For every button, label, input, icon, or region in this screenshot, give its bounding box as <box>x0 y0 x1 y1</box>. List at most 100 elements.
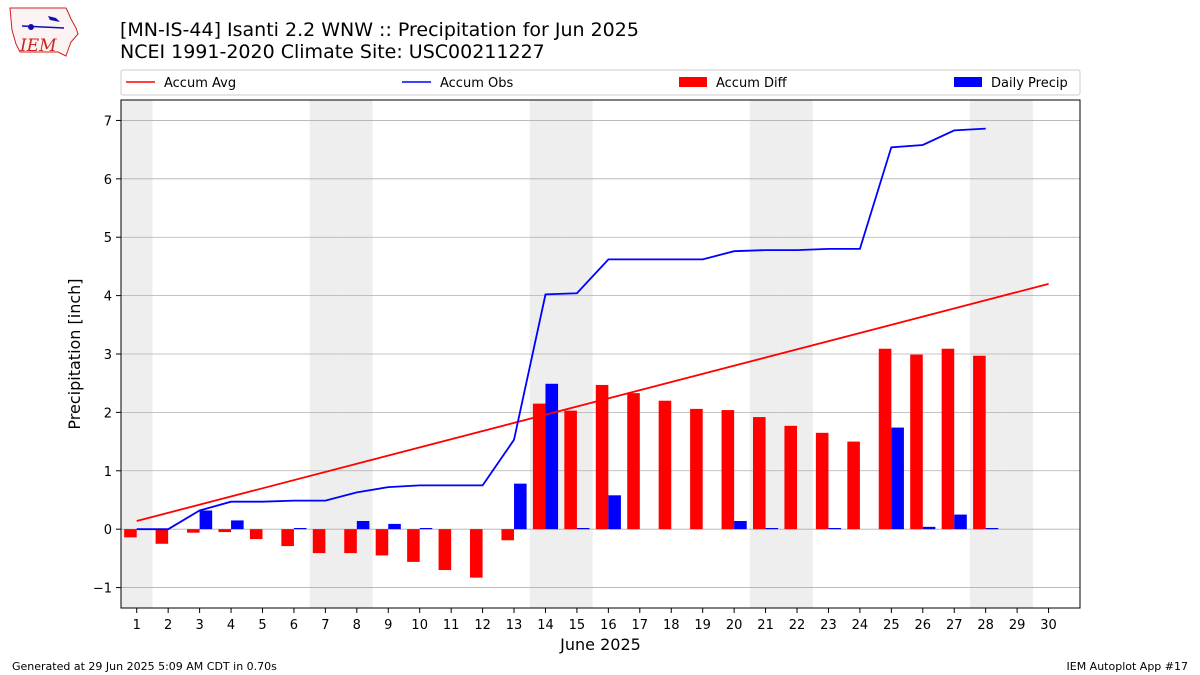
accum-diff-bar-day-17 <box>627 393 640 530</box>
chart-title: [MN-IS-44] Isanti 2.2 WNW :: Precipitati… <box>120 19 639 41</box>
accum-diff-bar-day-12 <box>470 529 483 578</box>
daily-precip-bar-day-10 <box>419 528 433 530</box>
chart-subtitle: NCEI 1991-2020 Climate Site: USC00211227 <box>120 41 545 63</box>
daily-precip-bar-day-28 <box>985 528 999 530</box>
logo-cloud-icon <box>48 16 60 22</box>
legend-label-accum-obs: Accum Obs <box>440 76 513 91</box>
daily-precip-bar-day-9 <box>388 523 401 530</box>
iem-logo: IEM <box>9 7 79 57</box>
x-tick-label: 16 <box>600 618 617 633</box>
y-tick-label: 7 <box>104 114 112 129</box>
x-tick-label: 19 <box>694 618 711 633</box>
accum-diff-bar-day-15 <box>564 410 577 530</box>
x-tick-label: 7 <box>321 618 329 633</box>
daily-precip-bar-day-8 <box>356 520 370 530</box>
daily-precip-bar-day-27 <box>954 514 967 530</box>
iowa-map-outline <box>9 7 79 57</box>
daily-precip-bar-day-26 <box>922 526 936 530</box>
x-tick-label: 25 <box>883 618 900 633</box>
generated-note: Generated at 29 Jun 2025 5:09 AM CDT in … <box>12 660 277 673</box>
accum-diff-bar-day-24 <box>847 441 860 530</box>
accum-diff-bar-day-6 <box>281 529 294 547</box>
x-tick-label: 22 <box>789 618 806 633</box>
x-tick-label: 1 <box>133 618 141 633</box>
daily-precip-bar-day-6 <box>293 528 307 530</box>
y-tick-label: 5 <box>104 231 112 246</box>
x-tick-label: 6 <box>290 618 298 633</box>
accum-diff-bar-day-21 <box>752 417 766 530</box>
y-tick-label: 4 <box>104 290 112 305</box>
daily-precip-bar-day-23 <box>828 528 842 530</box>
y-tick-label: 6 <box>104 173 112 188</box>
accum-diff-bar-day-2 <box>155 529 169 544</box>
accum-diff-bar-day-4 <box>218 529 232 533</box>
x-tick-label: 20 <box>726 618 743 633</box>
legend-swatch-daily-precip <box>954 77 982 87</box>
daily-precip-bar-day-15 <box>576 528 590 530</box>
accum-diff-bar-day-14 <box>532 403 546 530</box>
daily-precip-bar-day-21 <box>765 528 779 530</box>
x-tick-label: 21 <box>757 618 774 633</box>
daily-precip-bar-day-16 <box>608 495 621 530</box>
accum-diff-bar-day-23 <box>815 432 829 530</box>
y-tick-label: 3 <box>104 348 112 363</box>
accum-diff-bar-day-13 <box>501 529 515 541</box>
x-tick-label: 24 <box>852 618 869 633</box>
accum-diff-bar-day-26 <box>910 354 923 530</box>
x-tick-label: 18 <box>663 618 680 633</box>
daily-precip-bar-day-3 <box>199 510 213 530</box>
daily-precip-bar-day-20 <box>734 520 747 530</box>
accum-diff-bar-day-20 <box>721 410 735 530</box>
y-tick-label: 0 <box>104 523 112 538</box>
x-tick-label: 3 <box>195 618 203 633</box>
y-tick-label: −1 <box>93 582 112 597</box>
x-tick-label: 30 <box>1040 618 1057 633</box>
app-note: IEM Autoplot App #17 <box>1067 660 1189 673</box>
x-tick-label: 28 <box>977 618 994 633</box>
accum-diff-bar-day-8 <box>344 529 357 554</box>
legend-label-accum-diff: Accum Diff <box>716 76 788 91</box>
daily-precip-bar-day-13 <box>514 483 527 530</box>
y-axis-label: Precipitation [inch] <box>65 278 84 429</box>
legend-label-daily-precip: Daily Precip <box>991 76 1068 91</box>
accum-diff-bar-day-19 <box>690 408 703 530</box>
accum-diff-bar-day-3 <box>187 529 200 533</box>
accum-diff-bar-day-16 <box>595 384 609 530</box>
accum-diff-bar-day-27 <box>941 348 955 530</box>
x-axis-label: June 2025 <box>559 635 641 654</box>
accum-diff-bar-day-22 <box>784 425 798 530</box>
x-tick-label: 12 <box>474 618 491 633</box>
accum-avg-line <box>136 283 1049 522</box>
x-axis-ticks: 1 2 3 4 5 6 7 8 9 10 11 12 13 14 15 16 17 18 19 20 21 22 23 24 2… <box>133 608 1057 633</box>
logo-text: IEM <box>19 36 57 56</box>
legend-label-accum-avg: Accum Avg <box>164 76 236 91</box>
accum-diff-bar-day-25 <box>878 348 892 530</box>
accum-diff-bar-day-11 <box>438 529 452 571</box>
x-tick-label: 9 <box>384 618 392 633</box>
daily-precip-bar-day-14 <box>545 383 559 530</box>
x-tick-label: 27 <box>946 618 963 633</box>
accum-diff-bar-day-10 <box>407 529 420 562</box>
legend-swatch-accum-diff <box>679 77 707 87</box>
x-tick-label: 13 <box>506 618 523 633</box>
accum-diff-bar-day-18 <box>658 400 672 530</box>
lines-layer <box>136 127 1049 531</box>
x-tick-label: 10 <box>411 618 428 633</box>
x-tick-label: 11 <box>443 618 460 633</box>
legend-frame <box>120 69 1081 96</box>
x-tick-label: 4 <box>227 618 235 633</box>
y-axis-ticks: −1 0 1 2 3 4 5 6 7 <box>93 114 121 597</box>
accum-diff-bar-day-7 <box>312 529 326 554</box>
x-tick-label: 26 <box>915 618 932 633</box>
daily-precip-bar-day-4 <box>231 520 244 530</box>
accum-diff-bar-day-1 <box>124 529 137 538</box>
x-tick-label: 5 <box>258 618 266 633</box>
bars-layer <box>124 348 999 578</box>
daily-precip-bar-day-25 <box>891 427 904 530</box>
legend: Accum Avg Accum Obs Accum Diff Daily Pre… <box>120 69 1081 96</box>
x-tick-label: 29 <box>1009 618 1026 633</box>
y-tick-label: 2 <box>104 406 112 421</box>
logo-station-dot <box>28 24 34 30</box>
x-tick-label: 2 <box>164 618 172 633</box>
